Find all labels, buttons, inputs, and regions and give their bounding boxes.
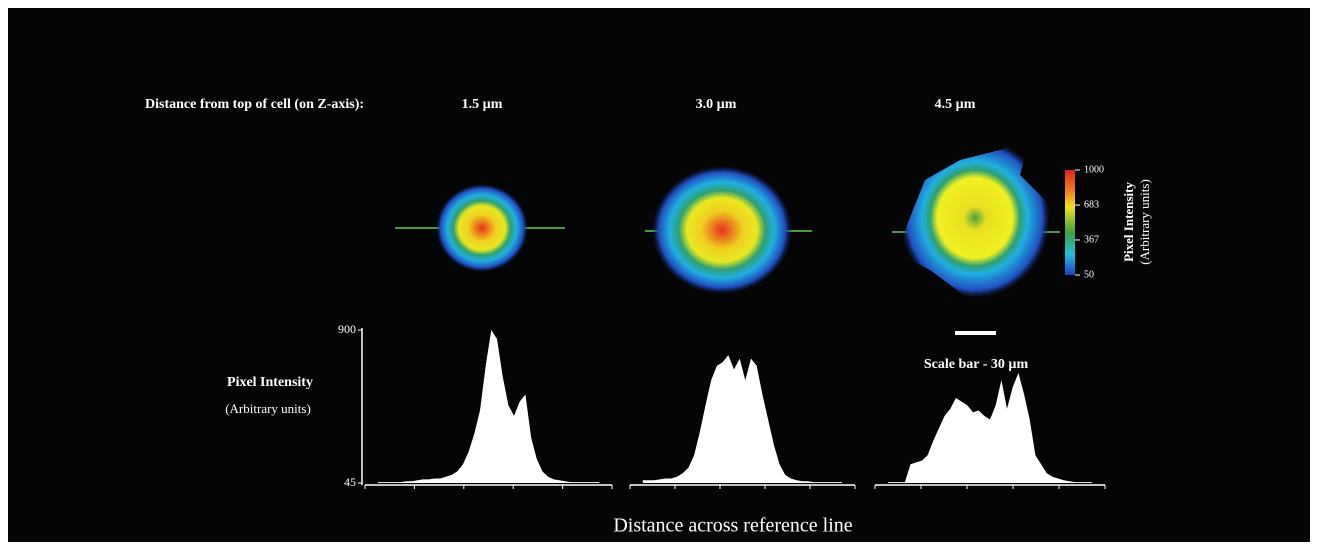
- colorbar-tick-label: 1000: [1084, 164, 1104, 175]
- colorbar: [1065, 170, 1075, 275]
- scale-bar-label: Scale bar - 30 µm: [924, 357, 1029, 372]
- y-sublabel: (Arbitrary units): [225, 401, 311, 416]
- depth-label: 3.0 µm: [696, 97, 737, 112]
- x-label: Distance across reference line: [613, 515, 852, 537]
- colorbar-tick-label: 683: [1084, 199, 1099, 210]
- cell-images: [395, 138, 1060, 298]
- cell-image: [900, 138, 1050, 298]
- depth-label: 4.5 µm: [935, 97, 976, 112]
- cell-image: [436, 184, 528, 272]
- intensity-profile: [887, 372, 1093, 483]
- background: [8, 8, 1310, 542]
- y-tick-label: 900: [338, 322, 356, 336]
- colorbar-tick-label: 367: [1084, 234, 1099, 245]
- y-label: Pixel Intensity: [227, 375, 313, 390]
- depth-label: 1.5 µm: [462, 97, 503, 112]
- intensity-profile: [377, 330, 600, 483]
- colorbar-tick-label: 50: [1084, 269, 1094, 280]
- header-label: Distance from top of cell (on Z-axis):: [145, 97, 364, 112]
- intensity-profile: [642, 355, 843, 483]
- colorbar-ticks: 1000 683 367 50: [1075, 164, 1104, 280]
- colorbar-sublabel: (Arbitrary units): [1137, 179, 1152, 265]
- cell-image: [652, 166, 792, 294]
- y-tick-label: 45: [344, 475, 356, 489]
- profiles: 900 45: [338, 322, 1106, 489]
- colorbar-label: Pixel Intensity: [1121, 182, 1136, 262]
